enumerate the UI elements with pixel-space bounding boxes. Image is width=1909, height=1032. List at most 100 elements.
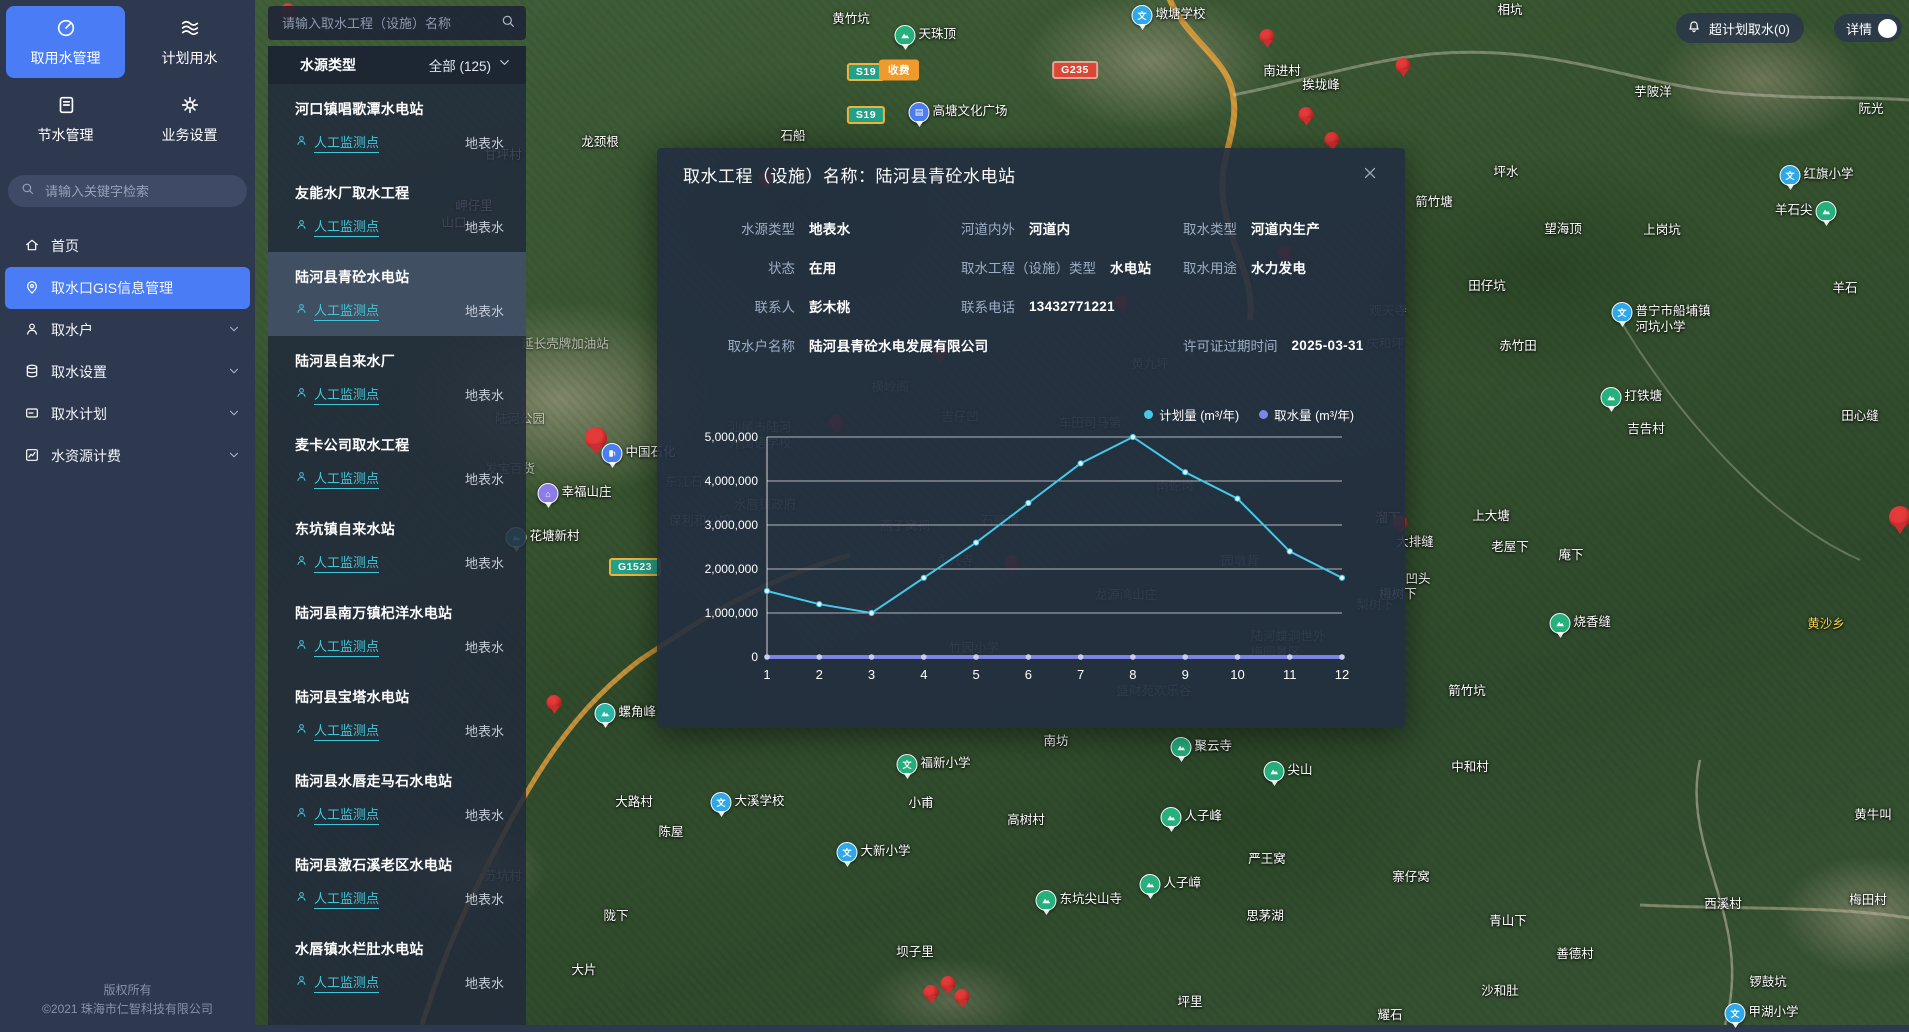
peak-marker[interactable]: 天珠顶 — [894, 25, 956, 46]
monitor-type-link[interactable]: 人工监测点 — [314, 552, 380, 573]
map-label: 陈屋 — [658, 825, 684, 840]
red-pin-marker[interactable] — [1298, 107, 1314, 122]
station-list-item[interactable]: 陆河县激石溪老区水电站 人工监测点 地表水 — [268, 840, 526, 924]
legend-item[interactable]: 取水量 (m³/年) — [1259, 405, 1354, 424]
temple-icon — [1170, 737, 1192, 758]
school-marker[interactable]: 文红旗小学 — [1779, 165, 1854, 186]
field-value: 彭木桃 — [809, 300, 851, 315]
monitor-type-link[interactable]: 人工监测点 — [314, 216, 380, 237]
notebook-icon — [55, 94, 77, 119]
svg-text:9: 9 — [1182, 667, 1189, 682]
school-marker[interactable]: 文大新小学 — [836, 842, 911, 863]
app-button-2[interactable]: 计划用水 — [130, 6, 249, 78]
station-list-item[interactable]: 水唇镇水栏肚水电站 人工监测点 地表水 — [268, 924, 526, 1008]
sidebar-item-6[interactable]: 水资源计费 — [0, 435, 255, 477]
app-button-3[interactable]: 节水管理 — [6, 83, 125, 155]
svg-text:2: 2 — [816, 667, 823, 682]
sidebar-item-label: 取水计划 — [51, 406, 107, 422]
map-label: 沙和肚 — [1481, 984, 1519, 999]
sidebar-search-input[interactable] — [43, 182, 235, 200]
sidebar-item-5[interactable]: 取水计划 — [0, 393, 255, 435]
peak-marker[interactable]: 羊石尖 — [1775, 201, 1837, 222]
school-marker[interactable]: 文大溪学校 — [710, 792, 785, 813]
app-label: 取用水管理 — [30, 49, 101, 66]
culture-marker[interactable]: ▤ 高塘文化广场 — [908, 102, 1008, 123]
field-value: 河道内生产 — [1251, 222, 1320, 237]
peak-marker[interactable]: 打铁塘 — [1600, 387, 1662, 408]
close-icon[interactable] — [1357, 160, 1383, 186]
station-search-input[interactable] — [280, 14, 500, 32]
map-label: 老屋下 — [1491, 540, 1529, 555]
map-label: 南进村 — [1263, 64, 1301, 79]
monitor-type-link[interactable]: 人工监测点 — [314, 720, 380, 741]
detail-toggle[interactable]: 详情 — [1834, 14, 1903, 42]
temple-marker[interactable]: 东坑尖山寺 — [1035, 890, 1122, 911]
peak-marker[interactable]: 烧香缝 — [1549, 613, 1611, 634]
red-pin-marker[interactable] — [940, 976, 956, 991]
map-label: 高树村 — [1007, 813, 1045, 828]
peak-marker[interactable]: 人子峰 — [1160, 807, 1222, 828]
station-search[interactable] — [268, 6, 526, 40]
station-list: 水源类型 全部 (125) 河口镇唱歌潭水电站 人工监测点 地表水 友能水厂取水工程人… — [268, 46, 526, 1025]
toggle-knob[interactable] — [1878, 18, 1898, 38]
red-pin-marker[interactable] — [1889, 506, 1909, 528]
school-marker[interactable]: 文普宁市船埔镇 河坑小学 — [1611, 302, 1711, 334]
map-label: 箭竹塘 — [1415, 195, 1453, 210]
map-label: 人子嶂 — [1163, 876, 1202, 890]
source-type-filter[interactable]: 水源类型 全部 (125) — [268, 46, 526, 84]
school-marker[interactable]: 文福新小学 — [896, 754, 971, 775]
station-list-item[interactable]: 河口镇唱歌潭水电站 人工监测点 地表水 — [268, 84, 526, 168]
temple-marker[interactable]: 聚云寺 — [1170, 737, 1232, 758]
red-pin-marker[interactable] — [546, 695, 562, 710]
station-list-panel: 水源类型 全部 (125) 河口镇唱歌潭水电站人工监测点地表水友能水厂取水工程人… — [268, 0, 526, 1025]
red-pin-marker[interactable] — [923, 985, 939, 1000]
monitor-type-link[interactable]: 人工监测点 — [314, 636, 380, 657]
station-list-item[interactable]: 陆河县自来水厂 人工监测点 地表水 — [268, 336, 526, 420]
monitor-type-link[interactable]: 人工监测点 — [314, 972, 380, 993]
sidebar-search[interactable] — [8, 175, 247, 207]
monitor-type-link[interactable]: 人工监测点 — [314, 468, 380, 489]
station-list-item[interactable]: 东坑镇自来水站 人工监测点 地表水 — [268, 504, 526, 588]
sidebar-item-3[interactable]: 取水户 — [0, 309, 255, 351]
station-list-item[interactable]: 陆河县南万镇杞洋水电站 人工监测点 地表水 — [268, 588, 526, 672]
legend-item[interactable]: 计划量 (m³/年) — [1144, 405, 1239, 424]
station-list-item[interactable]: 陆河县宝塔水电站 人工监测点 地表水 — [268, 672, 526, 756]
monitor-type-link[interactable]: 人工监测点 — [314, 132, 380, 153]
red-pin-marker[interactable] — [1395, 58, 1411, 73]
map-label: 善德村 — [1556, 947, 1594, 962]
sidebar-item-2[interactable]: 取水口GIS信息管理 — [5, 267, 250, 309]
app-label: 节水管理 — [37, 126, 94, 143]
field-联系电话: 联系电话 13432771221 — [961, 296, 1115, 316]
lodge-marker[interactable]: ⌂ 幸福山庄 — [537, 483, 612, 504]
monitor-type-link[interactable]: 人工监测点 — [314, 888, 380, 909]
sidebar-item-1[interactable]: 首页 — [0, 225, 255, 267]
road-badge: S19 — [846, 106, 886, 124]
map-label: 寨仔窝 — [1392, 870, 1430, 885]
red-pin-marker[interactable] — [954, 989, 970, 1004]
field-value: 水力发电 — [1251, 261, 1307, 276]
school-marker[interactable]: 文甲湖小学 — [1724, 1003, 1799, 1024]
station-list-item[interactable]: 陆河县水唇走马石水电站 人工监测点 地表水 — [268, 756, 526, 840]
monitor-type-link[interactable]: 人工监测点 — [314, 300, 380, 321]
red-pin-marker[interactable] — [1324, 132, 1340, 147]
monitor-type-link[interactable]: 人工监测点 — [314, 384, 380, 405]
card-icon — [24, 405, 40, 424]
svg-text:1,000,000: 1,000,000 — [705, 606, 759, 620]
over-plan-alert-button[interactable]: 超计划取水(0) — [1676, 13, 1804, 43]
red-pin-marker[interactable] — [1259, 29, 1275, 44]
svg-text:5: 5 — [972, 667, 979, 682]
monitor-type-link[interactable]: 人工监测点 — [314, 804, 380, 825]
red-pin-marker[interactable] — [585, 427, 607, 449]
gas-marker[interactable]: 中国石化 — [601, 443, 676, 464]
peak-marker[interactable]: 尖山 — [1263, 761, 1313, 782]
station-list-item[interactable]: 陆河县青砼水电站 人工监测点 地表水 — [268, 252, 526, 336]
app-button-4[interactable]: 业务设置 — [130, 83, 249, 155]
app-button-1[interactable]: 取用水管理 — [6, 6, 125, 78]
peak-marker[interactable]: 人子嶂 — [1139, 874, 1201, 895]
peak-marker[interactable]: 螺角峰 — [594, 703, 656, 724]
copyright-line2: ©2021 珠海市仁智科技有限公司 — [42, 1001, 213, 1016]
sidebar-item-4[interactable]: 取水设置 — [0, 351, 255, 393]
station-list-item[interactable]: 麦卡公司取水工程 人工监测点 地表水 — [268, 420, 526, 504]
school-marker[interactable]: 文墩塘学校 — [1131, 5, 1206, 26]
station-list-item[interactable]: 友能水厂取水工程 人工监测点 地表水 — [268, 168, 526, 252]
